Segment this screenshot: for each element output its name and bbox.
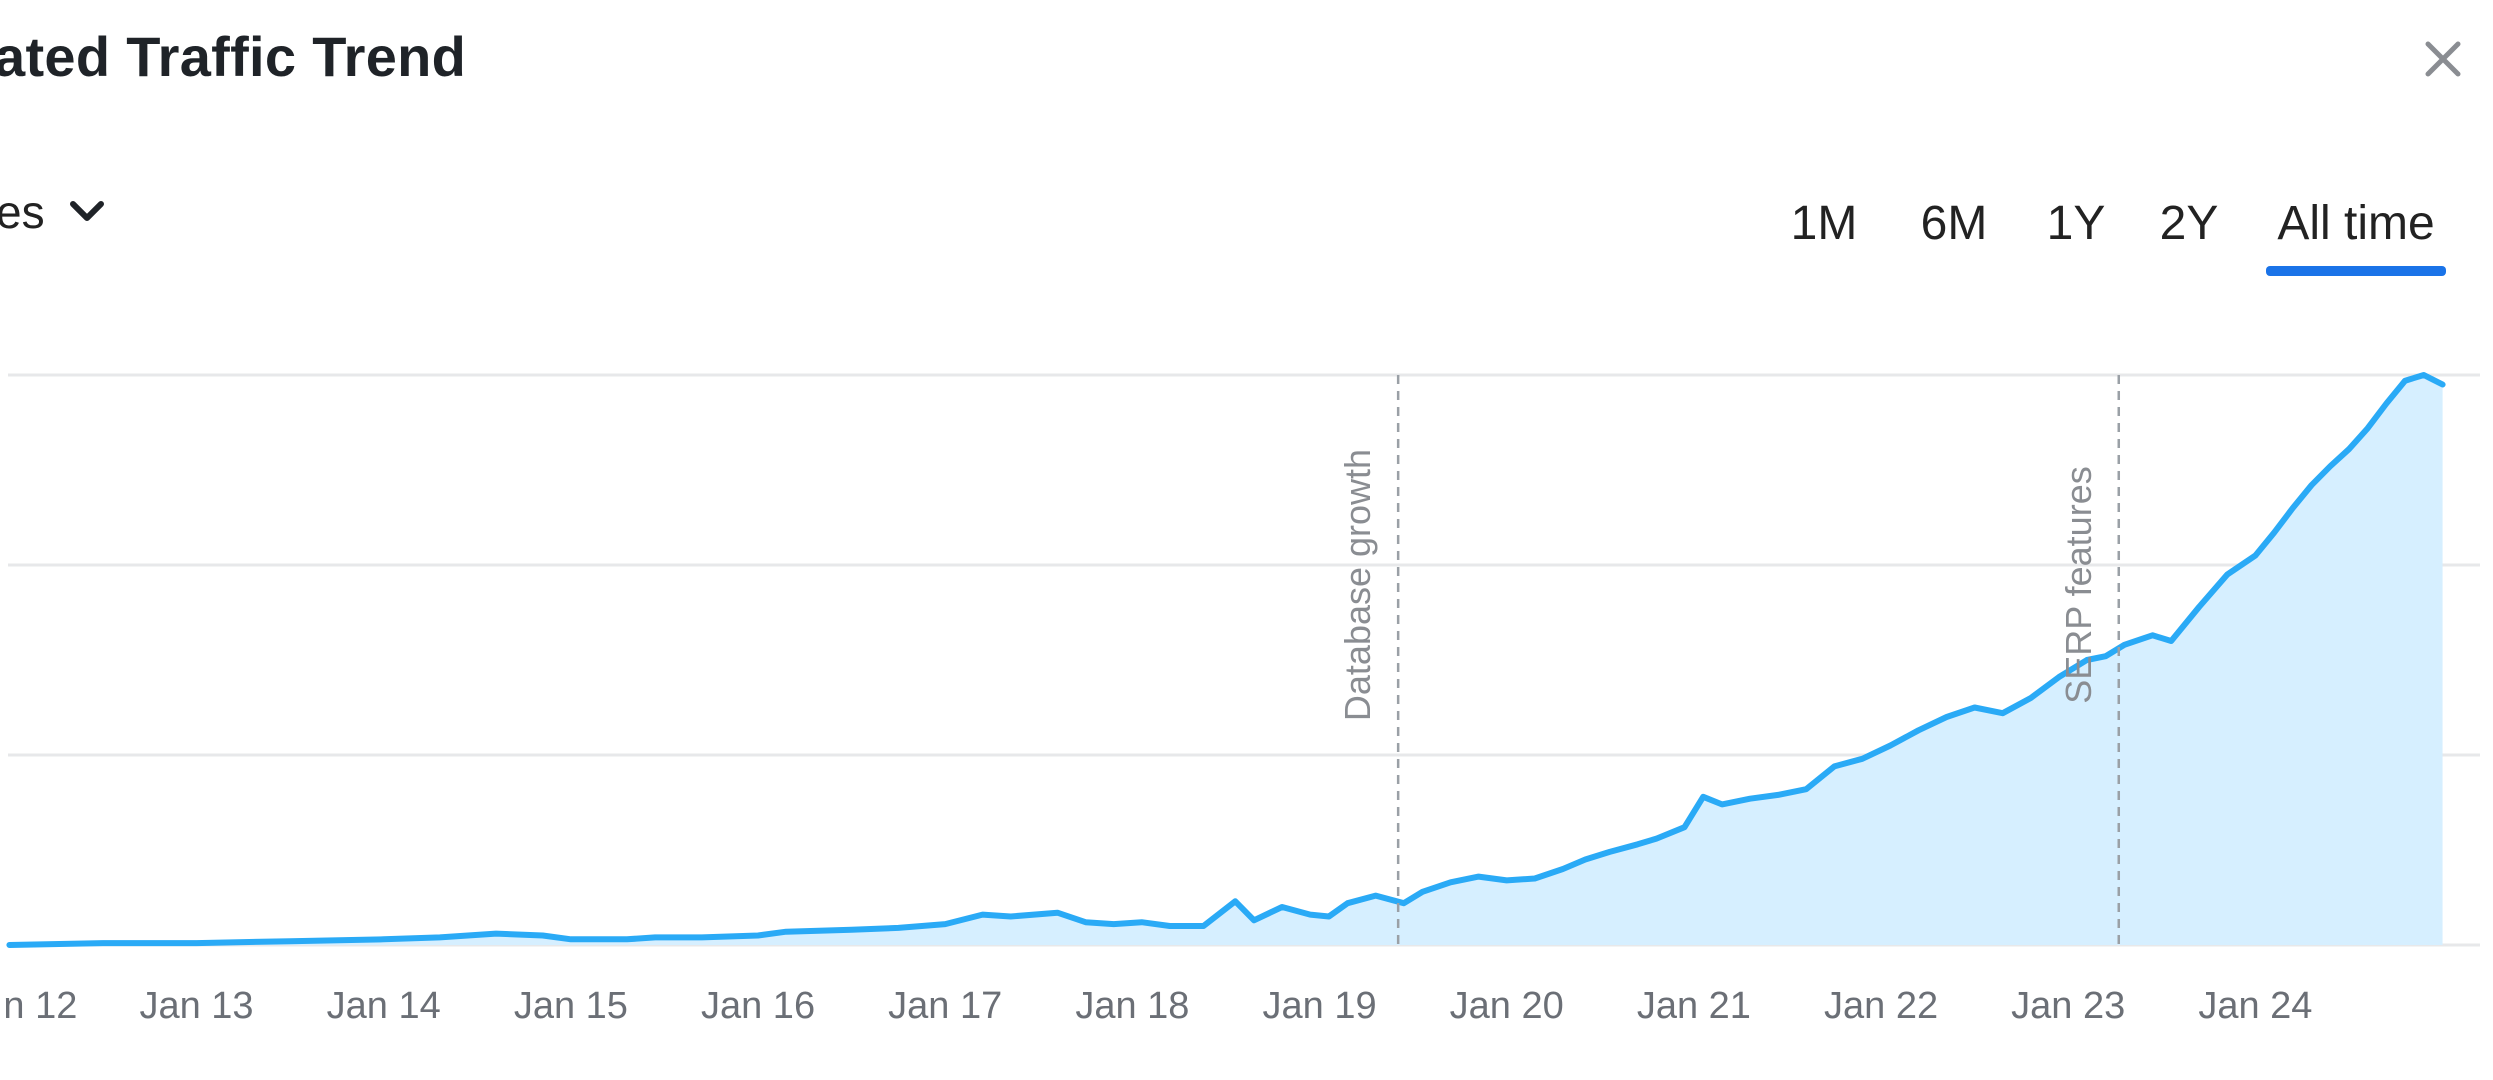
- x-tick-label: Jan 16: [701, 985, 815, 1027]
- x-tick-label: Jan 17: [888, 985, 1002, 1027]
- x-tick-label: Jan 24: [2198, 985, 2312, 1027]
- period-tab-1m[interactable]: 1M: [1790, 197, 1858, 250]
- annotation-label: SERP features: [2058, 466, 2099, 703]
- period-tab-all-time[interactable]: All time: [2266, 186, 2446, 276]
- x-tick-label: Jan 19: [1263, 985, 1377, 1027]
- x-tick-label: Jan 15: [514, 985, 628, 1027]
- x-tick-label: Jan 22: [1824, 985, 1938, 1027]
- x-tick-label: Jan 14: [327, 985, 441, 1027]
- close-icon[interactable]: [2418, 34, 2468, 84]
- period-tab-6m[interactable]: 6M: [1920, 197, 1988, 250]
- metric-dropdown[interactable]: es: [0, 180, 107, 244]
- period-tab-1y[interactable]: 1Y: [2046, 197, 2106, 250]
- x-tick-label: Jan 23: [2011, 985, 2125, 1027]
- x-tick-label: Jan 20: [1450, 985, 1564, 1027]
- series-area: [9, 375, 2443, 945]
- x-tick-label: Jan 18: [1075, 985, 1189, 1027]
- period-tab-2y[interactable]: 2Y: [2159, 197, 2219, 250]
- annotation-label: Database growth: [1337, 449, 1378, 721]
- dropdown-label: es: [0, 186, 45, 238]
- page-title: ated Traffic Trend: [0, 25, 467, 88]
- chevron-down-icon: [69, 201, 104, 221]
- period-tabs: 1M 6M 1Y 2Y All time: [1780, 186, 2446, 286]
- x-tick-label: n 12: [3, 985, 77, 1027]
- traffic-trend-chart: Database growth SERP features n 12 Jan 13 Ja…: [3, 372, 2480, 1027]
- x-tick-label: Jan 13: [139, 985, 253, 1027]
- series-line: [6, 372, 2446, 948]
- x-tick-label: Jan 21: [1637, 985, 1751, 1027]
